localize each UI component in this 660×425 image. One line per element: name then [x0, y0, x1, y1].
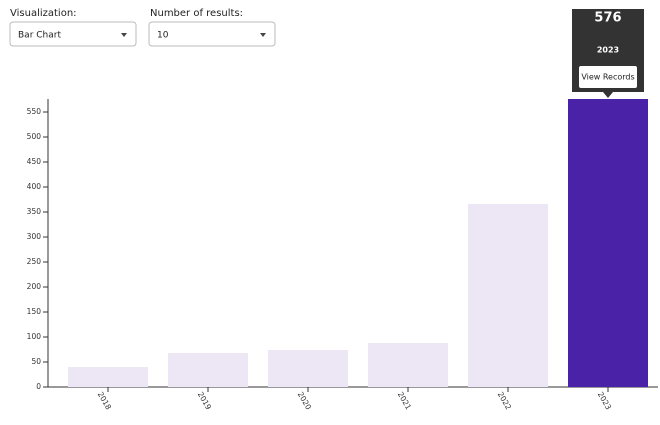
x-tick-label: 2018 [96, 390, 113, 411]
x-tick-label: 2023 [596, 390, 613, 411]
y-tick-label: 50 [31, 357, 41, 366]
bar[interactable] [368, 343, 448, 387]
caret [260, 33, 266, 37]
y-tick-label: 450 [27, 157, 42, 166]
y-tick-label: 250 [27, 257, 42, 266]
y-tick-label: 550 [27, 107, 42, 116]
bar[interactable] [168, 353, 248, 387]
y-tick-label: 500 [27, 132, 42, 141]
select-value[interactable]: Bar Chart [18, 31, 61, 41]
tooltip: 576 2023 View Records [572, 9, 644, 98]
tooltip-category: 2023 [597, 46, 619, 55]
select-box[interactable] [9, 21, 137, 47]
x-tick-label: 2022 [496, 390, 513, 411]
tooltip-value: 576 [594, 11, 621, 26]
bar[interactable] [568, 99, 648, 387]
y-tick-label: 350 [27, 207, 42, 216]
x-tick-label: 2020 [296, 390, 313, 411]
y-tick-label: 200 [27, 282, 42, 291]
x-tick-label: 2019 [196, 390, 213, 411]
y-tick-label: 150 [27, 307, 42, 316]
results-select[interactable]: 10 [148, 21, 276, 47]
bar[interactable] [268, 350, 348, 387]
select-value[interactable]: 10 [157, 31, 169, 41]
y-tick-label: 100 [27, 332, 42, 341]
bar[interactable] [68, 367, 148, 387]
select-box[interactable] [148, 21, 276, 47]
y-tick-label: 400 [27, 182, 42, 191]
bar[interactable] [468, 204, 548, 387]
view-records-button[interactable]: View Records [579, 66, 637, 88]
x-tick-label: 2021 [396, 390, 413, 411]
visualization-label: Visualization: [10, 8, 77, 19]
button-label[interactable]: View Records [581, 73, 634, 82]
results-label: Number of results: [150, 8, 243, 19]
button-box[interactable] [579, 66, 637, 88]
visualization-select[interactable]: Bar Chart [9, 21, 137, 47]
caret [121, 33, 127, 37]
y-tick-label: 300 [27, 232, 42, 241]
y-tick-label: 0 [36, 382, 41, 391]
